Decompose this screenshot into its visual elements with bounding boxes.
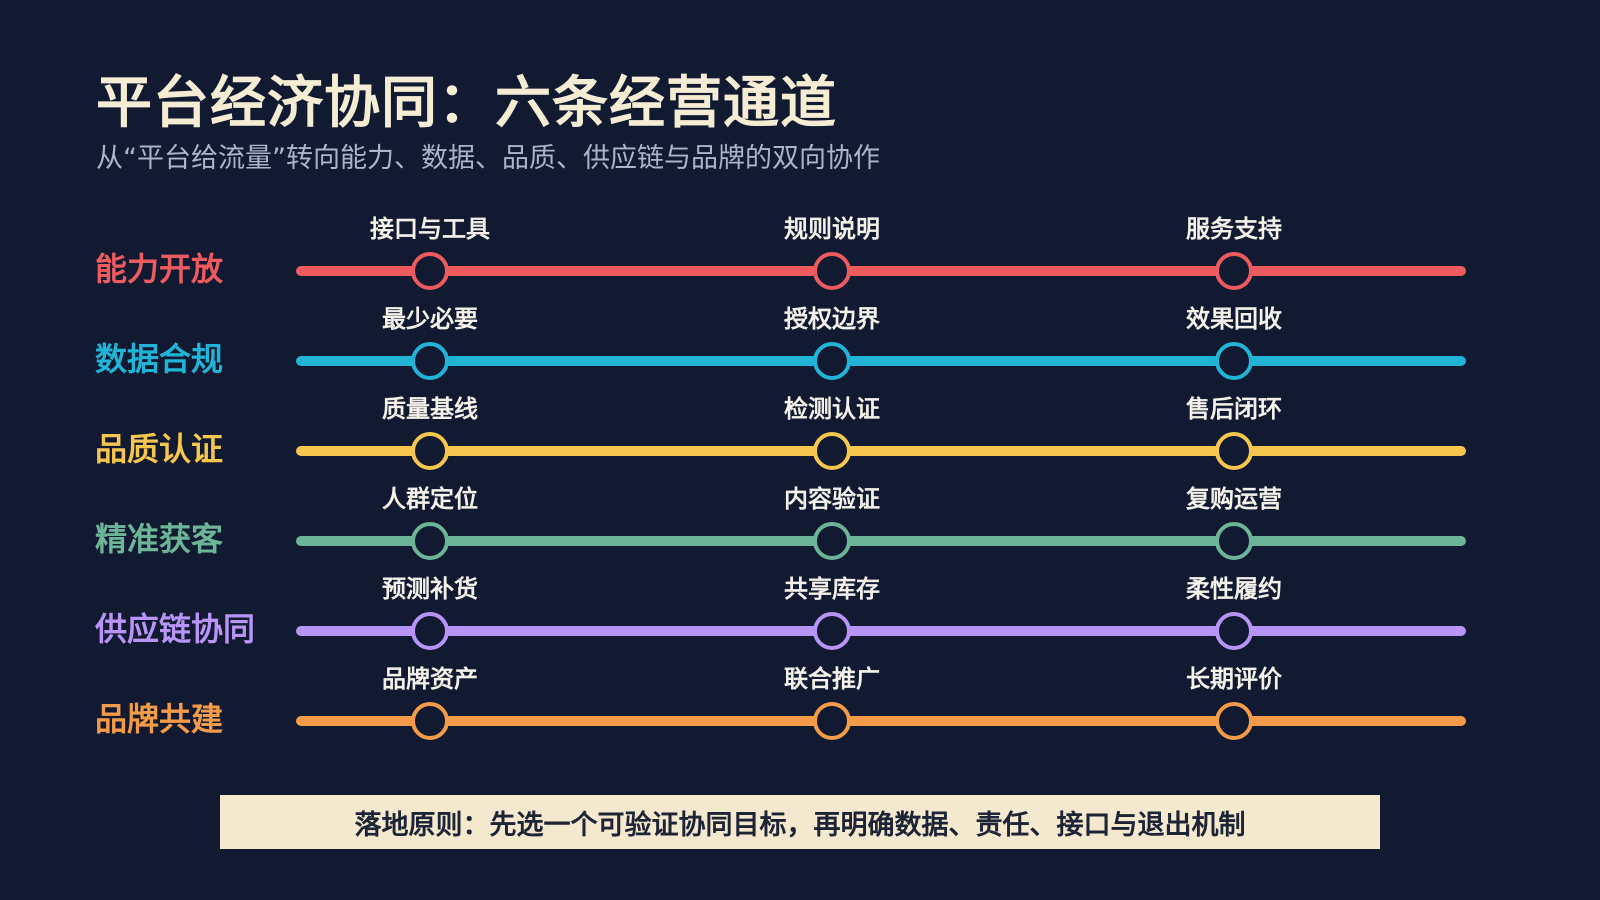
lane-label: 数据合规 — [95, 340, 224, 378]
station-node — [1215, 342, 1253, 380]
lane: 品牌共建 品牌资产 联合推广 长期评价 — [0, 650, 1600, 740]
lane-label: 品质认证 — [95, 430, 224, 468]
lane-track — [296, 266, 1466, 276]
station-label: 品牌资产 — [382, 665, 478, 693]
station-node — [1215, 702, 1253, 740]
station-label: 内容验证 — [784, 485, 880, 513]
lane-track — [296, 626, 1466, 636]
station-label: 授权边界 — [784, 305, 880, 333]
station-node — [1215, 522, 1253, 560]
station-label: 售后闭环 — [1186, 395, 1282, 423]
station-node — [1215, 612, 1253, 650]
station-node — [813, 612, 851, 650]
station-node — [411, 522, 449, 560]
page-subtitle: 从“平台给流量”转向能力、数据、品质、供应链与品牌的双向协作 — [96, 143, 880, 174]
station-node — [1215, 252, 1253, 290]
station-label: 共享库存 — [784, 575, 880, 603]
lane: 数据合规 最少必要 授权边界 效果回收 — [0, 290, 1600, 380]
station-node — [813, 432, 851, 470]
lane-label: 能力开放 — [95, 250, 224, 288]
station-label: 联合推广 — [784, 665, 880, 693]
lane: 供应链协同 预测补货 共享库存 柔性履约 — [0, 560, 1600, 650]
lane-track — [296, 716, 1466, 726]
lane: 能力开放 接口与工具 规则说明 服务支持 — [0, 200, 1600, 290]
station-label: 预测补货 — [382, 575, 478, 603]
station-label: 柔性履约 — [1186, 575, 1282, 603]
station-label: 效果回收 — [1186, 305, 1282, 333]
station-label: 最少必要 — [382, 305, 478, 333]
station-label: 人群定位 — [382, 485, 478, 513]
station-label: 复购运营 — [1186, 485, 1282, 513]
station-node — [813, 522, 851, 560]
lane-label: 品牌共建 — [95, 700, 224, 738]
station-node — [411, 612, 449, 650]
station-node — [411, 252, 449, 290]
lane: 品质认证 质量基线 检测认证 售后闭环 — [0, 380, 1600, 470]
lane-track — [296, 536, 1466, 546]
station-node — [1215, 432, 1253, 470]
station-label: 接口与工具 — [370, 215, 490, 243]
station-node — [813, 702, 851, 740]
station-node — [411, 702, 449, 740]
lane-track — [296, 356, 1466, 366]
lane-label: 精准获客 — [95, 520, 224, 558]
station-label: 规则说明 — [784, 215, 880, 243]
page-title: 平台经济协同：六条经营通道 — [96, 71, 837, 136]
lane: 精准获客 人群定位 内容验证 复购运营 — [0, 470, 1600, 560]
principle-banner: 落地原则：先选一个可验证协同目标，再明确数据、责任、接口与退出机制 — [220, 795, 1380, 849]
station-node — [411, 432, 449, 470]
station-node — [813, 252, 851, 290]
lane-label: 供应链协同 — [95, 610, 256, 648]
station-node — [411, 342, 449, 380]
lane-track — [296, 446, 1466, 456]
station-label: 质量基线 — [382, 395, 478, 423]
station-node — [813, 342, 851, 380]
station-label: 服务支持 — [1186, 215, 1282, 243]
station-label: 长期评价 — [1186, 665, 1282, 693]
station-label: 检测认证 — [784, 395, 880, 423]
